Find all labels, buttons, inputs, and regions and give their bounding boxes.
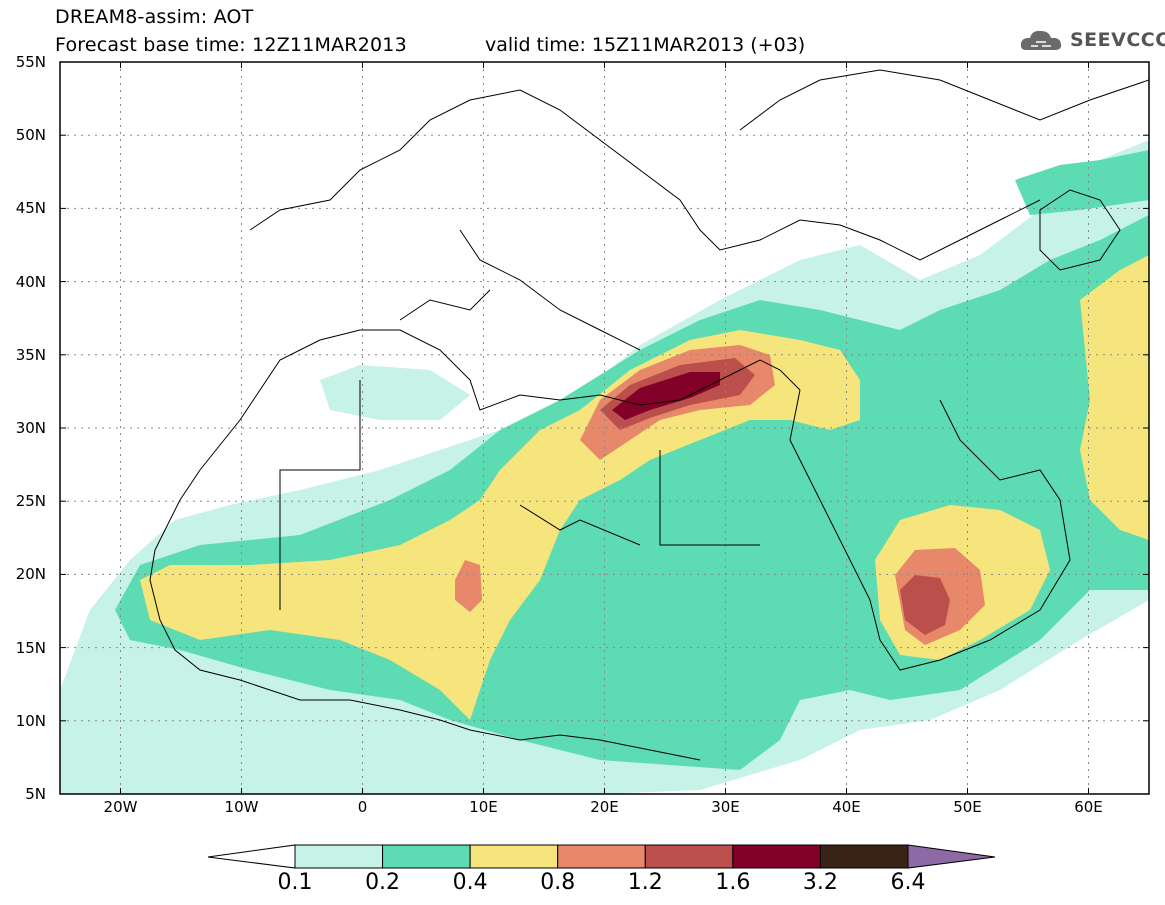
lat-label: 55N (15, 53, 46, 71)
map-title: DREAM8-assim: AOT (55, 6, 254, 28)
colorbar-label: 3.2 (802, 870, 838, 895)
lon-label: 40E (832, 798, 861, 816)
colorbar-under-arrow (207, 844, 296, 869)
colorbar-label: 1.6 (715, 870, 751, 895)
axis-ticks (60, 61, 1149, 795)
aot-region-0.2b (1015, 150, 1149, 215)
colorbar-label: 0.1 (277, 870, 313, 895)
colorbar-box (469, 844, 559, 869)
lon-label: 30E (711, 798, 740, 816)
colorbar-label: 0.4 (452, 870, 488, 895)
lon-label: 50E (953, 798, 982, 816)
colorbar-label: 0.8 (540, 870, 576, 895)
aot-region-1.6 (612, 372, 720, 420)
lat-label: 35N (15, 345, 46, 364)
lat-label: 45N (15, 199, 46, 218)
lon-label: 60E (1074, 798, 1103, 816)
colorbar-label: 0.2 (365, 870, 401, 895)
colorbar-box (294, 844, 384, 869)
colorbar-box (644, 844, 734, 869)
lon-label: 20E (590, 798, 619, 816)
forecast-base-time: Forecast base time: 12Z11MAR2013 (55, 34, 407, 56)
cloud-logo-icon (1020, 30, 1062, 50)
aot-region-0.4c (1080, 255, 1149, 540)
aot-region-0.8b (455, 560, 482, 612)
aot-region-0.4 (140, 330, 860, 720)
aot-region-0.1b (320, 365, 470, 420)
logo-text: SEEVCCC (1070, 29, 1165, 51)
lat-label: 40N (15, 272, 46, 291)
colorbar-label: 6.4 (890, 870, 926, 895)
lat-label: 10N (15, 711, 46, 730)
lon-label: 10E (469, 798, 498, 816)
lat-label: 30N (15, 419, 46, 437)
colorbar-label: 1.2 (627, 870, 663, 895)
colorbar-over-arrow (907, 844, 996, 869)
colorbar (207, 844, 996, 869)
lon-label: 10W (224, 798, 259, 816)
colorbar-box (557, 844, 646, 869)
lat-label: 5N (25, 785, 46, 803)
aot-region-1.2b (900, 575, 950, 635)
lon-label: 0 (357, 798, 368, 816)
lat-label: 15N (15, 638, 46, 657)
seevccc-logo: SEEVCCC (1018, 26, 1165, 56)
graticule (60, 62, 1149, 794)
aot-field (60, 62, 1149, 794)
colorbar-box (732, 844, 821, 869)
lat-label: 25N (15, 492, 46, 511)
colorbar-box (382, 844, 471, 869)
valid-time: valid time: 15Z11MAR2013 (+03) (485, 34, 806, 56)
lat-label: 20N (15, 565, 46, 584)
coastlines (149, 69, 1149, 761)
lon-label: 20W (103, 798, 138, 816)
lat-label: 50N (15, 126, 46, 145)
colorbar-box (819, 844, 909, 869)
